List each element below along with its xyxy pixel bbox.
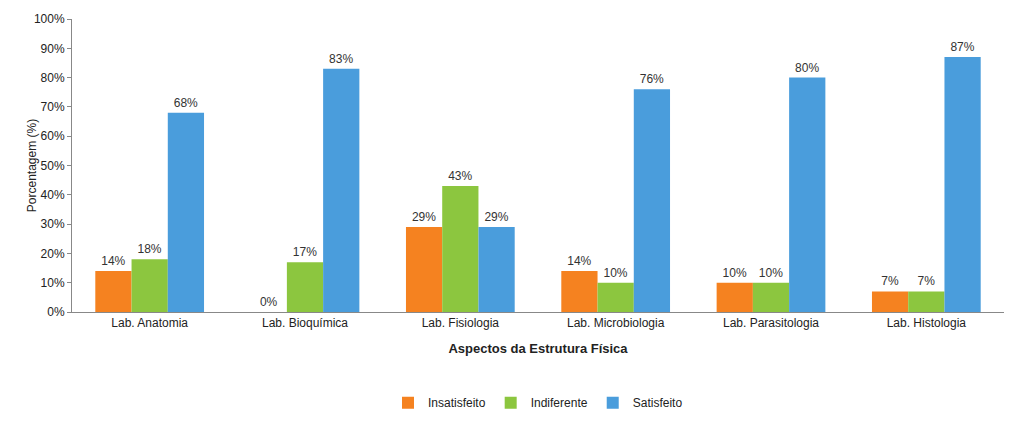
svg-text:Lab. Parasitologia: Lab. Parasitologia [723,316,819,330]
svg-text:83%: 83% [329,52,353,66]
svg-text:0%: 0% [260,295,278,309]
svg-text:60%: 60% [41,129,65,143]
svg-text:90%: 90% [41,42,65,56]
svg-text:80%: 80% [41,71,65,85]
svg-text:68%: 68% [174,96,198,110]
svg-text:7%: 7% [881,274,899,288]
svg-text:70%: 70% [41,100,65,114]
svg-text:Indiferente: Indiferente [531,396,588,410]
svg-text:80%: 80% [795,61,819,75]
svg-text:10%: 10% [603,266,627,280]
svg-text:Lab. Fisiologia: Lab. Fisiologia [422,316,500,330]
svg-text:10%: 10% [723,266,747,280]
svg-text:50%: 50% [41,159,65,173]
svg-text:43%: 43% [448,169,472,183]
svg-text:14%: 14% [567,254,591,268]
svg-text:17%: 17% [293,245,317,259]
svg-text:10%: 10% [759,266,783,280]
svg-text:40%: 40% [41,188,65,202]
svg-text:14%: 14% [101,254,125,268]
svg-text:29%: 29% [484,210,508,224]
svg-text:100%: 100% [34,12,65,26]
svg-text:Satisfeito: Satisfeito [633,396,683,410]
svg-text:7%: 7% [917,274,935,288]
svg-text:Lab. Anatomia: Lab. Anatomia [111,316,188,330]
svg-text:Lab. Bioquímica: Lab. Bioquímica [262,316,348,330]
svg-text:29%: 29% [412,210,436,224]
svg-text:10%: 10% [41,276,65,290]
svg-text:20%: 20% [41,247,65,261]
svg-text:0%: 0% [47,305,65,319]
svg-text:87%: 87% [950,40,974,54]
svg-text:Lab. Histologia: Lab. Histologia [887,316,967,330]
svg-text:Porcentagem (%): Porcentagem (%) [25,119,39,212]
svg-text:76%: 76% [640,72,664,86]
svg-text:30%: 30% [41,217,65,231]
svg-text:Lab. Microbiologia: Lab. Microbiologia [567,316,665,330]
svg-text:Aspectos da Estrutura Física: Aspectos da Estrutura Física [448,341,628,356]
svg-text:18%: 18% [137,242,161,256]
svg-text:Insatisfeito: Insatisfeito [428,396,486,410]
